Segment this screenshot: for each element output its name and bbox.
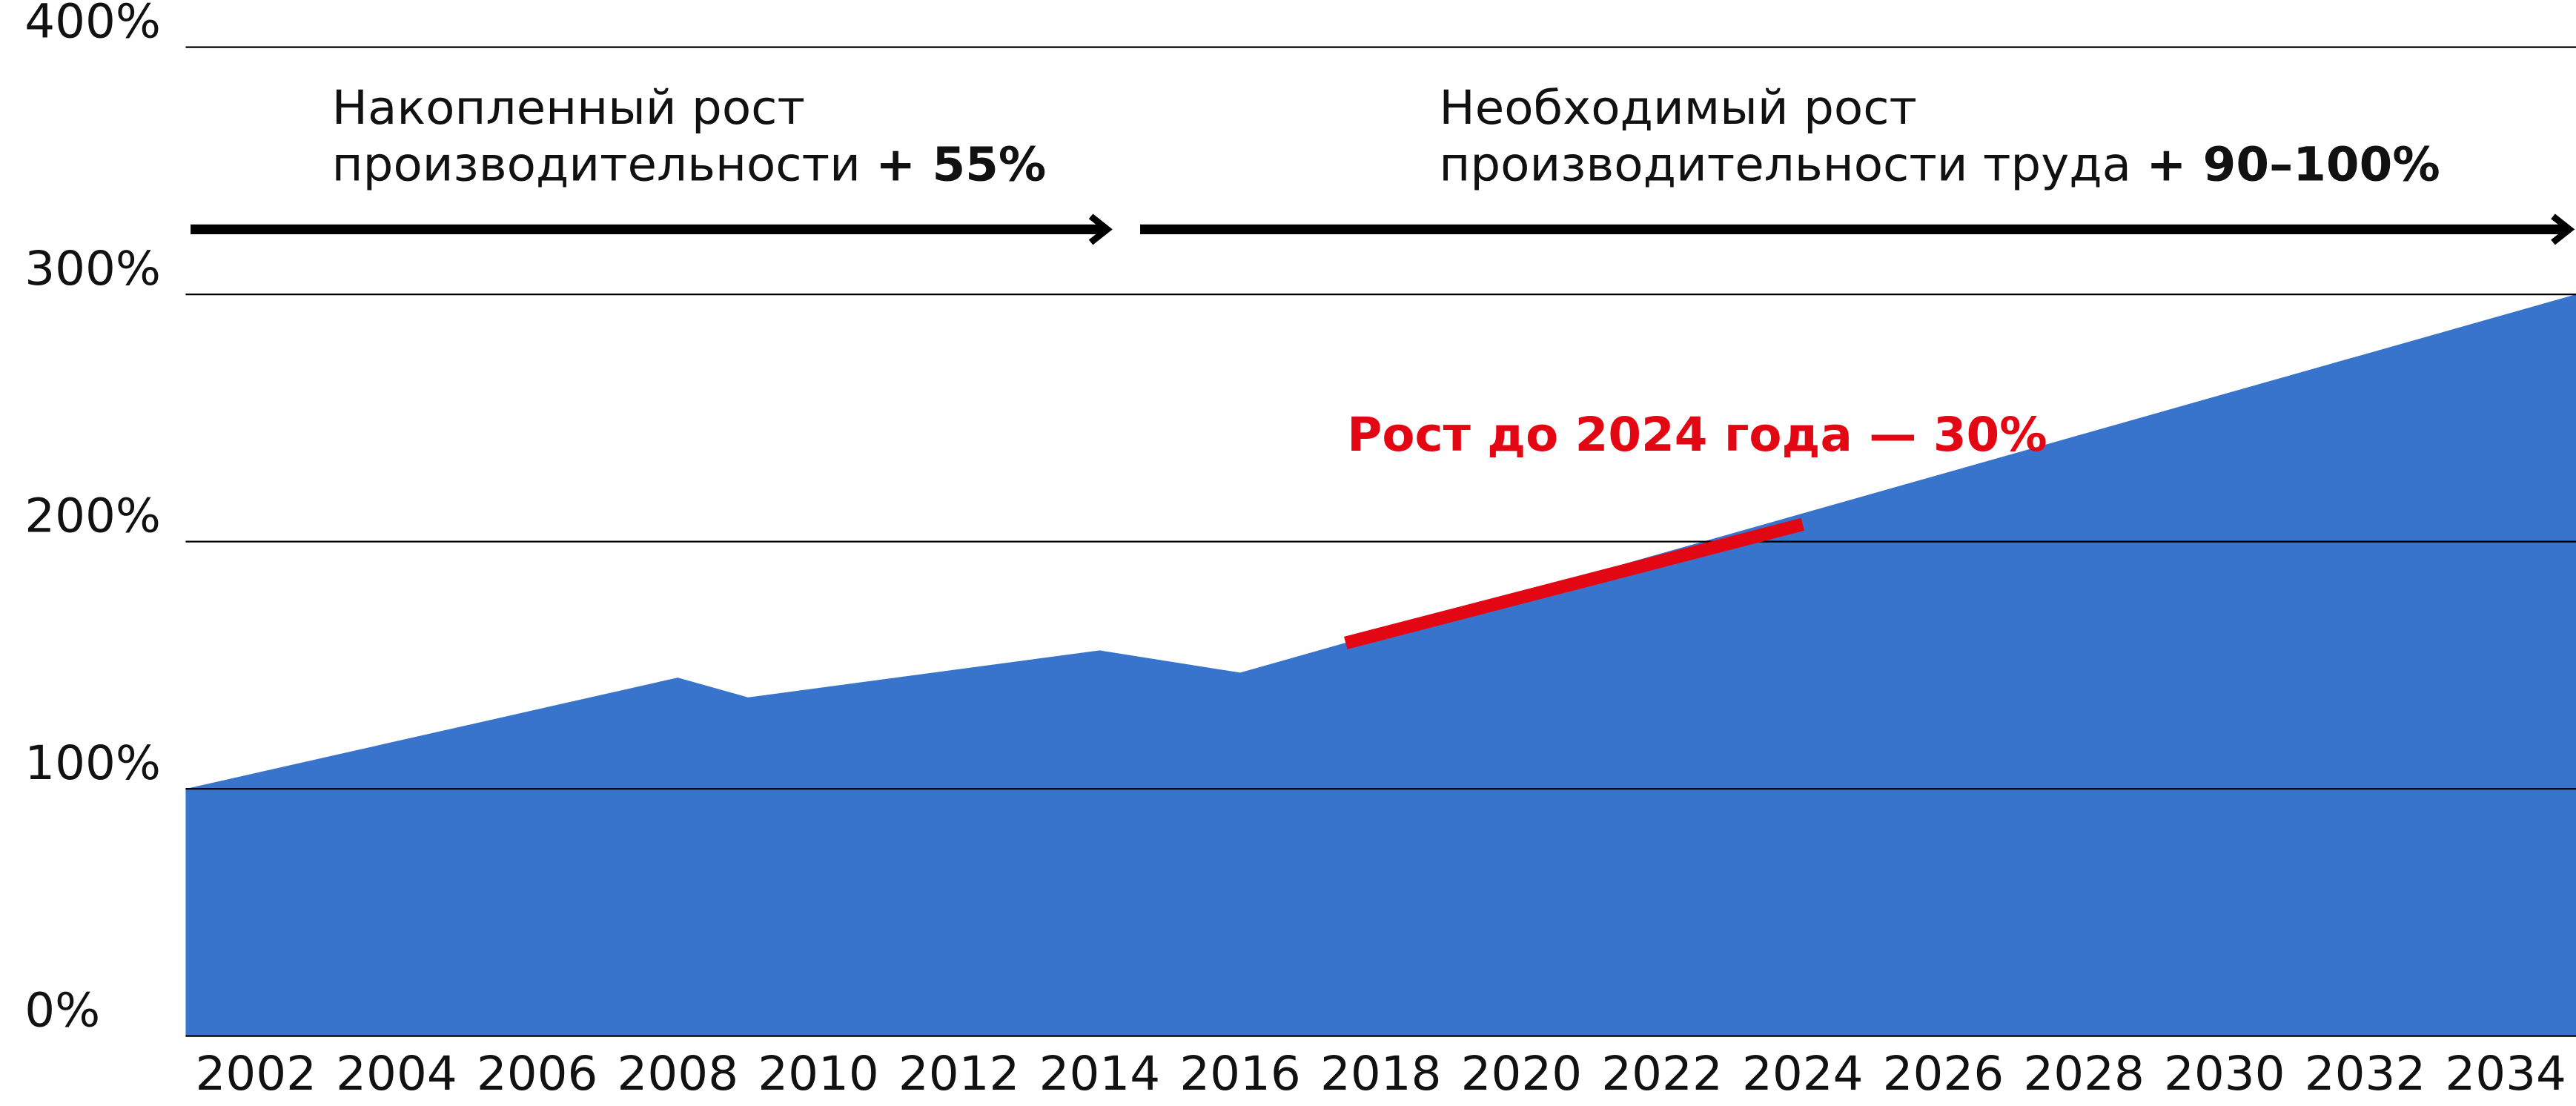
area xyxy=(185,294,2576,1036)
x-tick-label: 2006 xyxy=(477,1047,598,1102)
x-tick-label: 2028 xyxy=(2023,1047,2145,1102)
annotation-line: производительности + 55% xyxy=(332,138,1047,193)
x-tick-label: 2024 xyxy=(1742,1047,1864,1102)
annotation-text: производительности труда xyxy=(1439,138,2131,193)
arrow-head xyxy=(1088,213,1113,245)
x-tick-label: 2016 xyxy=(1179,1047,1301,1102)
x-tick-label: 2012 xyxy=(898,1047,1020,1102)
x-tick-label: 2010 xyxy=(758,1047,879,1102)
x-tick-label: 2004 xyxy=(336,1047,457,1102)
arrows xyxy=(191,213,2575,245)
highlight-label: Рост до 2024 года — 30% xyxy=(1347,408,2047,463)
annotation-text: производительности xyxy=(332,138,861,193)
annotation-bold: + 90–100% xyxy=(2146,138,2440,193)
x-tick-label: 2026 xyxy=(1883,1047,2004,1102)
x-tick-label: 2022 xyxy=(1601,1047,1723,1102)
x-tick-label: 2002 xyxy=(196,1047,317,1102)
x-tick-label: 2030 xyxy=(2164,1047,2285,1102)
arrow-head xyxy=(2551,213,2575,245)
x-tick-label: 2032 xyxy=(2305,1047,2426,1102)
x-tick-label: 2034 xyxy=(2445,1047,2566,1102)
x-tick-label: 2018 xyxy=(1320,1047,1442,1102)
annotation-line: производительности труда + 90–100% xyxy=(1439,138,2440,193)
highlight-line xyxy=(1344,517,1805,649)
annotation-line: Необходимый рост xyxy=(1439,81,1917,136)
y-tick-label: 300% xyxy=(24,242,161,297)
annotation-bold: + 55% xyxy=(875,138,1046,193)
y-tick-label: 100% xyxy=(24,736,161,791)
x-tick-label: 2020 xyxy=(1461,1047,1583,1102)
x-tick-label: 2008 xyxy=(617,1047,739,1102)
y-tick-label: 400% xyxy=(24,0,161,49)
x-tick-label: 2014 xyxy=(1039,1047,1161,1102)
annotation-line: Накопленный рост xyxy=(332,81,805,136)
y-tick-label: 200% xyxy=(24,489,161,544)
y-tick-label: 0% xyxy=(24,984,100,1039)
